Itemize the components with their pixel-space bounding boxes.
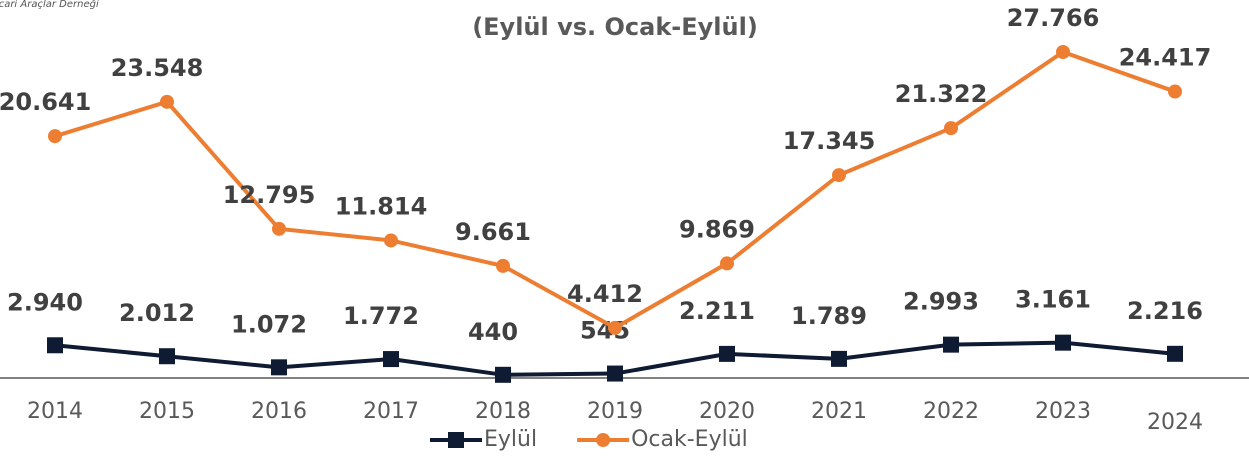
legend-marker <box>448 432 464 448</box>
data-label: 9.869 <box>679 215 755 243</box>
data-label: 11.814 <box>335 192 428 220</box>
point <box>47 337 63 354</box>
data-label: 24.417 <box>1119 44 1212 72</box>
data-label: 2.940 <box>7 288 83 316</box>
data-label: 27.766 <box>1007 4 1100 32</box>
point <box>608 320 622 335</box>
data-label: 9.661 <box>455 218 531 246</box>
data-label: 23.548 <box>111 54 204 82</box>
data-label: 12.795 <box>223 181 316 209</box>
point <box>383 351 399 368</box>
legend-label: Ocak-Eylül <box>631 427 748 452</box>
point <box>943 336 959 353</box>
point <box>720 256 734 271</box>
source: ticari Araçlar Derneği <box>0 0 99 10</box>
point <box>1055 334 1071 351</box>
x-tick-label: 2023 <box>1035 399 1091 424</box>
x-tick-label: 2015 <box>139 399 195 424</box>
data-label: 1.072 <box>231 310 307 338</box>
legend-label: Eylül <box>484 427 537 452</box>
x-tick-label: 2018 <box>475 399 531 424</box>
legend-marker <box>596 433 611 447</box>
point <box>48 129 62 144</box>
point <box>1168 84 1182 99</box>
data-label: 1.772 <box>343 302 419 330</box>
data-label: 2.012 <box>119 299 195 327</box>
point <box>832 168 846 183</box>
point <box>159 348 175 365</box>
point <box>495 366 511 383</box>
x-tick-label: 2022 <box>923 399 979 424</box>
point <box>271 359 287 376</box>
x-tick-label: 2020 <box>699 399 755 424</box>
x-tick-label: 2017 <box>363 399 419 424</box>
chart-subtitle: (Eylül vs. Ocak-Eylül) <box>472 13 758 41</box>
point <box>384 233 398 248</box>
point <box>944 121 958 136</box>
data-label: 20.641 <box>0 88 91 116</box>
point <box>160 94 174 109</box>
data-label: 3.161 <box>1015 286 1091 314</box>
point <box>719 345 735 362</box>
point <box>1056 45 1070 59</box>
data-label: 4.412 <box>567 280 643 308</box>
data-label: 2.993 <box>903 288 979 316</box>
x-tick-label: 2014 <box>27 399 83 424</box>
data-label: 440 <box>468 318 518 346</box>
x-tick-label: 2024 <box>1147 410 1203 435</box>
data-label: 1.789 <box>791 302 867 330</box>
point <box>831 350 847 367</box>
point <box>1167 345 1183 362</box>
data-label: 2.216 <box>1127 297 1203 325</box>
point <box>272 221 286 236</box>
data-label: 17.345 <box>783 127 876 155</box>
x-tick-label: 2016 <box>251 399 307 424</box>
point <box>607 365 623 382</box>
data-label: 2.211 <box>679 297 755 325</box>
x-tick-label: 2019 <box>587 399 643 424</box>
point <box>496 258 510 273</box>
data-label: 21.322 <box>895 80 988 108</box>
x-tick-label: 2021 <box>811 399 867 424</box>
